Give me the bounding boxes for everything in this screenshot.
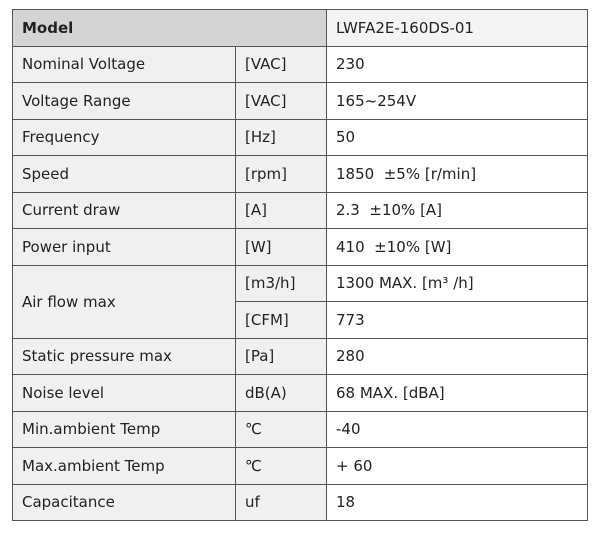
spec-row: Voltage Range [VAC] 165~254V bbox=[12, 82, 588, 120]
value: 773 bbox=[326, 301, 588, 339]
unit: [rpm] bbox=[235, 155, 327, 193]
value: 1850 ±5% [r/min] bbox=[326, 155, 588, 193]
table-body: Model LWFA2E-160DS-01 Nominal Voltage [VA… bbox=[12, 9, 588, 521]
unit: ℃ bbox=[235, 410, 327, 448]
unit: [VAC] bbox=[235, 82, 327, 120]
spec-row: Min.ambient Temp ℃ -40 bbox=[12, 410, 588, 448]
header-label: Model bbox=[12, 9, 327, 47]
parameter: Min.ambient Temp bbox=[12, 410, 236, 448]
unit: [CFM] bbox=[235, 301, 327, 339]
parameter: Power input bbox=[12, 228, 236, 266]
parameter: Max.ambient Temp bbox=[12, 447, 236, 485]
value: -40 bbox=[326, 410, 588, 448]
value: 280 bbox=[326, 337, 588, 375]
parameter: Frequency bbox=[12, 118, 236, 156]
parameter: Speed bbox=[12, 155, 236, 193]
value: 50 bbox=[326, 118, 588, 156]
value: 165~254V bbox=[326, 82, 588, 120]
unit: [Hz] bbox=[235, 118, 327, 156]
unit: uf bbox=[235, 483, 327, 521]
spec-row: Air flow max [m3/h] 1300 MAX. [m³ /h] bbox=[12, 264, 588, 339]
value: 230 bbox=[326, 45, 588, 83]
unit: ℃ bbox=[235, 447, 327, 485]
spec-row: Current draw [A] 2.3 ±10% [A] bbox=[12, 191, 588, 229]
unit: [W] bbox=[235, 228, 327, 266]
spec-row: Frequency [Hz] 50 bbox=[12, 118, 588, 156]
spec-row: Capacitance uf 18 bbox=[12, 483, 588, 521]
unit: dB(A) bbox=[235, 374, 327, 412]
header-row: Model LWFA2E-160DS-01 bbox=[12, 9, 588, 47]
unit: [Pa] bbox=[235, 337, 327, 375]
unit: [A] bbox=[235, 191, 327, 229]
spec-row: Power input [W] 410 ±10% [W] bbox=[12, 228, 588, 266]
parameter: Voltage Range bbox=[12, 82, 236, 120]
parameter: Capacitance bbox=[12, 483, 236, 521]
parameter: Current draw bbox=[12, 191, 236, 229]
spec-row: [CFM] 773 bbox=[13, 301, 588, 339]
spec-row: Max.ambient Temp ℃ + 60 bbox=[12, 447, 588, 485]
value: 410 ±10% [W] bbox=[326, 228, 588, 266]
unit: [m3/h] bbox=[235, 264, 327, 302]
spec-row: Nominal Voltage [VAC] 230 bbox=[12, 45, 588, 83]
spec-table: Model LWFA2E-160DS-01 Nominal Voltage [VA… bbox=[12, 9, 588, 521]
spec-row: Static pressure max [Pa] 280 bbox=[12, 337, 588, 375]
parameter: Noise level bbox=[12, 374, 236, 412]
unit: [VAC] bbox=[235, 45, 327, 83]
value: + 60 bbox=[326, 447, 588, 485]
value: 1300 MAX. [m³ /h] bbox=[326, 264, 588, 302]
value: 18 bbox=[326, 483, 588, 521]
value: 68 MAX. [dBA] bbox=[326, 374, 588, 412]
header-value: LWFA2E-160DS-01 bbox=[326, 9, 588, 47]
spec-row: Speed [rpm] 1850 ±5% [r/min] bbox=[12, 155, 588, 193]
parameter: Air flow max bbox=[12, 264, 236, 339]
value: 2.3 ±10% [A] bbox=[326, 191, 588, 229]
parameter: Nominal Voltage bbox=[12, 45, 236, 83]
spec-row: Noise level dB(A) 68 MAX. [dBA] bbox=[12, 374, 588, 412]
parameter: Static pressure max bbox=[12, 337, 236, 375]
